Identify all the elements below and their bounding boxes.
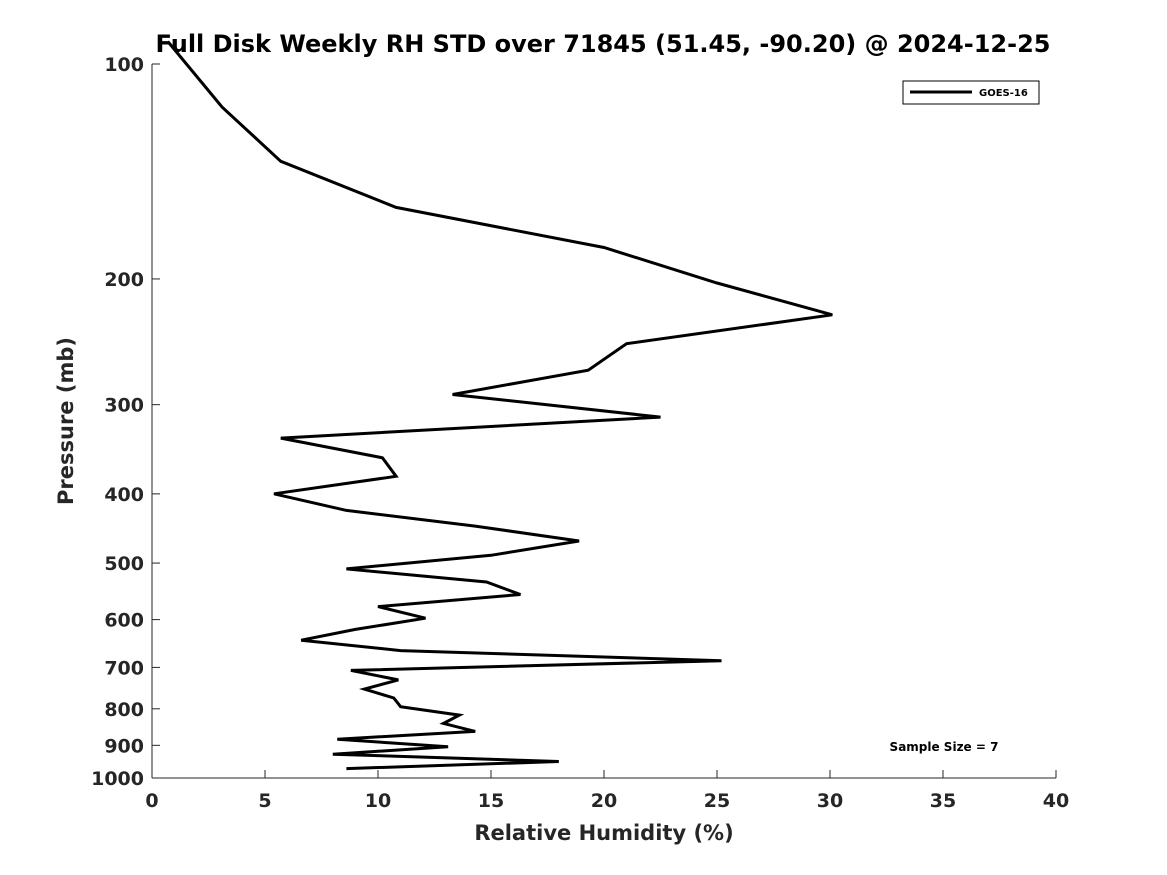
y-tick-label: 500 — [104, 553, 144, 575]
series-layer — [166, 40, 833, 771]
x-tick-label: 25 — [704, 790, 730, 812]
chart-title: Full Disk Weekly RH STD over 71845 (51.4… — [156, 30, 1051, 58]
y-tick-label: 200 — [104, 269, 144, 291]
y-tick-label: 100 — [104, 54, 144, 76]
legend: GOES-16 — [902, 80, 1040, 105]
x-axis-ticks: 0 5 10 15 20 25 30 35 40 — [145, 770, 1069, 812]
x-axis-label: Relative Humidity (%) — [474, 821, 733, 845]
sample-size-annotation: Sample Size = 7 — [890, 740, 999, 754]
x-tick-label: 30 — [817, 790, 843, 812]
y-tick-label: 600 — [104, 610, 144, 632]
x-tick-label: 10 — [365, 790, 391, 812]
x-tick-label: 20 — [591, 790, 617, 812]
series-line-goes-16 — [166, 40, 833, 771]
x-tick-label: 35 — [930, 790, 956, 812]
y-axis-ticks: 100 200 300 400 500 600 700 800 900 1000 — [91, 54, 160, 790]
y-tick-label: 800 — [104, 699, 144, 721]
x-tick-label: 5 — [258, 790, 271, 812]
y-tick-label: 400 — [104, 484, 144, 506]
y-tick-label: 900 — [104, 735, 144, 757]
y-tick-label: 300 — [104, 395, 144, 417]
x-tick-label: 0 — [145, 790, 158, 812]
y-tick-label: 1000 — [91, 768, 144, 790]
y-axis-label: Pressure (mb) — [54, 337, 78, 505]
y-tick-label: 700 — [104, 657, 144, 679]
x-tick-label: 15 — [478, 790, 504, 812]
legend-label-goes-16: GOES-16 — [979, 88, 1028, 99]
x-tick-label: 40 — [1043, 790, 1069, 812]
